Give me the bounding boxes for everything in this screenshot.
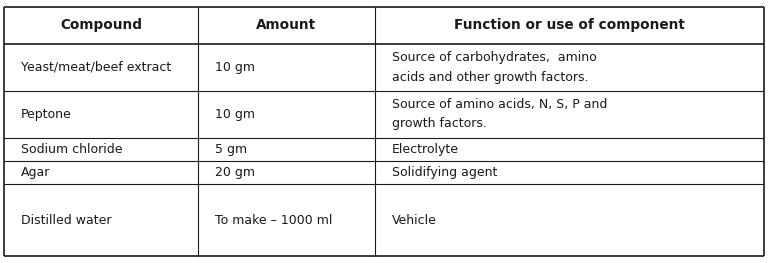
Text: Electrolyte: Electrolyte <box>392 143 458 156</box>
Text: Compound: Compound <box>60 18 142 32</box>
Text: 5 gm: 5 gm <box>215 143 247 156</box>
Text: Peptone: Peptone <box>21 108 71 121</box>
Text: Source of carbohydrates,  amino: Source of carbohydrates, amino <box>392 51 597 64</box>
Text: Amount: Amount <box>257 18 316 32</box>
Text: Sodium chloride: Sodium chloride <box>21 143 122 156</box>
Text: Distilled water: Distilled water <box>21 214 111 227</box>
Text: acids and other growth factors.: acids and other growth factors. <box>392 71 588 84</box>
Text: 20 gm: 20 gm <box>215 166 255 179</box>
Text: Function or use of component: Function or use of component <box>454 18 685 32</box>
Text: 10 gm: 10 gm <box>215 108 255 121</box>
Text: growth factors.: growth factors. <box>392 118 487 130</box>
Text: Source of amino acids, N, S, P and: Source of amino acids, N, S, P and <box>392 98 607 111</box>
Text: To make – 1000 ml: To make – 1000 ml <box>215 214 333 227</box>
Text: Agar: Agar <box>21 166 50 179</box>
Text: Vehicle: Vehicle <box>392 214 436 227</box>
Text: 10 gm: 10 gm <box>215 61 255 74</box>
Text: Yeast/meat/beef extract: Yeast/meat/beef extract <box>21 61 171 74</box>
Text: Solidifying agent: Solidifying agent <box>392 166 497 179</box>
